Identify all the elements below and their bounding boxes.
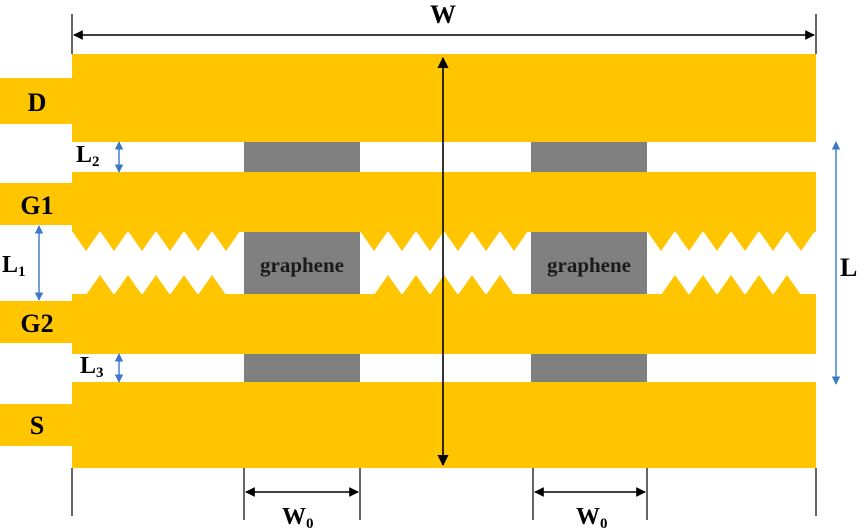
- length-label: L: [840, 253, 857, 282]
- gate2-label: G2: [20, 309, 53, 338]
- w0-dimension-right: W0: [534, 487, 646, 530]
- w0-left-symbol: W: [282, 504, 306, 530]
- w0-right-symbol: W: [576, 504, 600, 530]
- w0-right-label: W0: [576, 504, 608, 530]
- graphene-label-right: graphene: [547, 253, 631, 277]
- bottom-extension-lines: [71, 468, 817, 520]
- length-dimension: L: [831, 141, 857, 385]
- width-label: W: [430, 0, 456, 29]
- l1-dimension: L1: [2, 225, 44, 301]
- graphene-block-left: [244, 232, 360, 294]
- gate1-electrode: [72, 172, 816, 232]
- gate1-interdigital-teeth: [72, 231, 815, 251]
- graphene-strip-top-right: [531, 141, 647, 173]
- l2-symbol: L: [76, 142, 92, 168]
- graphene-strip-bottom-left: [244, 352, 360, 382]
- graphene-strip-top-left: [244, 141, 360, 173]
- w0-dimension-left: W0: [245, 487, 359, 530]
- graphene-block-right: [531, 232, 647, 294]
- drain-label: D: [28, 88, 47, 117]
- l1-symbol: L: [2, 252, 18, 278]
- l2-dimension: L2: [76, 141, 124, 173]
- l2-subscript: 2: [92, 154, 100, 170]
- w0-left-label: W0: [282, 504, 314, 530]
- source-label: S: [30, 411, 44, 440]
- graphene-label-left: graphene: [260, 253, 344, 277]
- w0-left-subscript: 0: [306, 516, 314, 530]
- l2-label: L2: [76, 142, 100, 170]
- graphene-layer: [244, 141, 647, 382]
- width-dimension: W: [71, 0, 817, 54]
- gate2-electrode: [72, 294, 816, 354]
- gate1-contact-pad: [0, 183, 74, 225]
- l3-symbol: L: [80, 353, 96, 379]
- l3-dimension: L3: [80, 353, 124, 383]
- gate1-label: G1: [20, 191, 53, 220]
- source-electrode: [72, 382, 816, 468]
- w0-right-subscript: 0: [600, 516, 608, 530]
- l1-subscript: 1: [18, 264, 26, 280]
- source-contact-pad: [0, 404, 74, 446]
- drain-contact-pad: [0, 78, 74, 124]
- gate2-contact-pad: [0, 301, 74, 343]
- l3-subscript: 3: [96, 365, 104, 381]
- graphene-strip-bottom-right: [531, 352, 647, 382]
- drain-electrode: [72, 54, 816, 142]
- electrode-layer: [0, 54, 816, 468]
- l1-label: L1: [2, 252, 26, 280]
- l3-label: L3: [80, 353, 104, 381]
